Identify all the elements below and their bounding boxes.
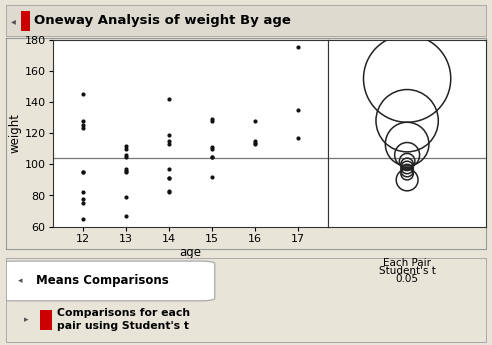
Text: ◂: ◂ bbox=[18, 276, 23, 285]
Text: Oneway Analysis of weight By age: Oneway Analysis of weight By age bbox=[34, 14, 291, 27]
X-axis label: age: age bbox=[180, 246, 201, 259]
Bar bbox=[21, 11, 30, 31]
FancyBboxPatch shape bbox=[0, 261, 215, 301]
Text: ▸: ▸ bbox=[24, 315, 29, 324]
Y-axis label: weight: weight bbox=[9, 113, 22, 153]
Text: 0.05: 0.05 bbox=[396, 274, 419, 284]
Bar bbox=[40, 310, 53, 331]
Text: Means Comparisons: Means Comparisons bbox=[36, 275, 168, 287]
Text: Student's t: Student's t bbox=[379, 266, 435, 276]
Text: Each Pair: Each Pair bbox=[383, 258, 431, 268]
Text: ◂: ◂ bbox=[11, 16, 16, 26]
Text: Comparisons for each
pair using Student's t: Comparisons for each pair using Student'… bbox=[57, 308, 190, 331]
